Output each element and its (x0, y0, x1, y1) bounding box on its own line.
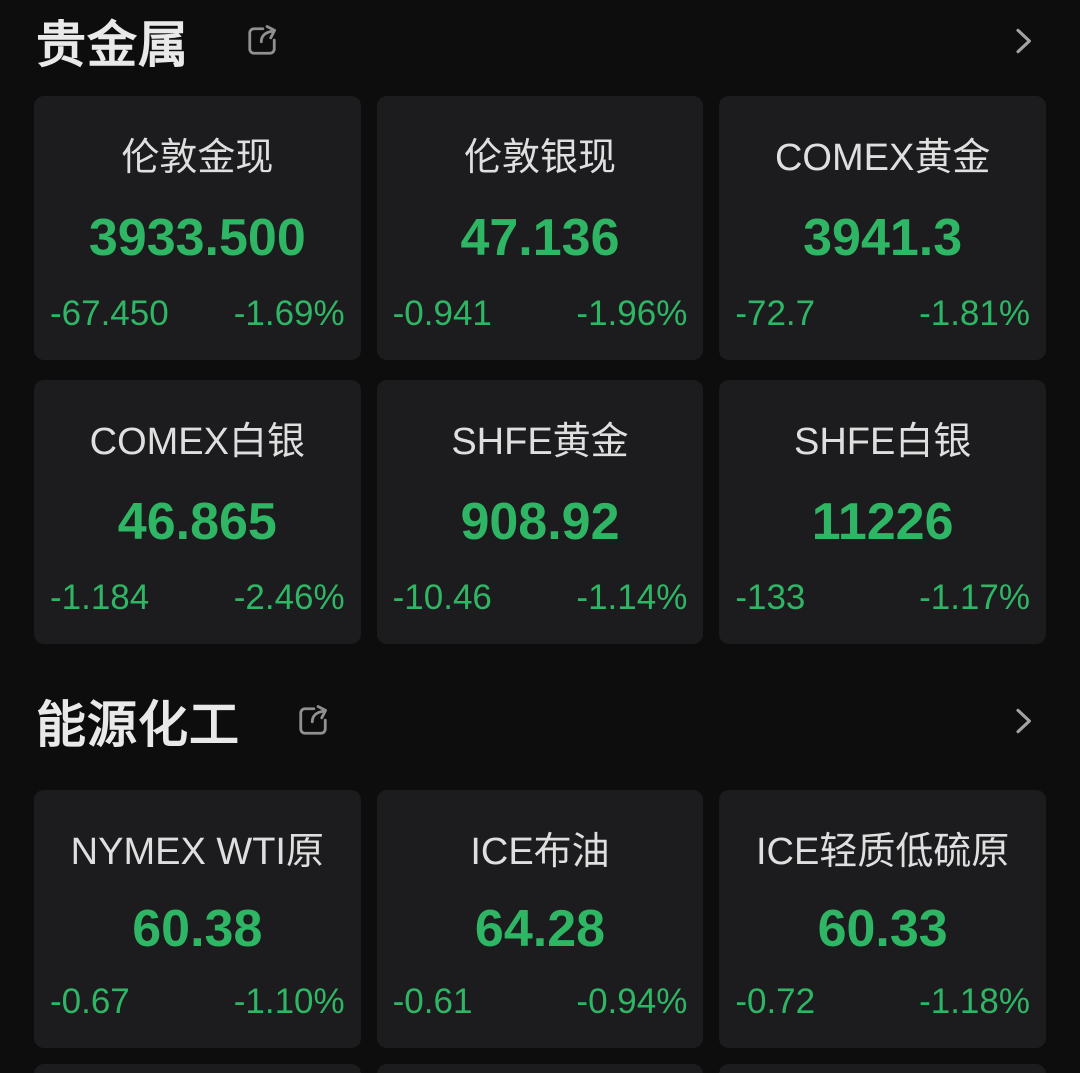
quote-card[interactable]: ICE轻质低硫原 60.33 -0.72 -1.18% (719, 790, 1046, 1048)
price-change-percent: -1.10% (233, 982, 345, 1021)
quote-card[interactable]: 伦敦金现 3933.500 -67.450 -1.69% (34, 96, 361, 360)
price-change: -133 (735, 578, 806, 617)
last-price: 11226 (811, 492, 954, 551)
last-price: 3941.3 (803, 208, 963, 267)
price-change-percent: -1.81% (919, 294, 1030, 333)
chevron-right-icon[interactable] (1006, 24, 1040, 58)
share-icon[interactable] (241, 20, 283, 62)
quote-card[interactable]: COMEX黄金 3941.3 -72.7 -1.81% (719, 96, 1046, 360)
price-change-percent: -1.96% (576, 294, 688, 333)
price-change-percent: -0.94% (576, 982, 688, 1021)
price-change: -0.72 (735, 982, 816, 1021)
quote-card[interactable]: SHFE黄金 908.92 -10.46 -1.14% (376, 380, 704, 644)
price-change-percent: -1.14% (576, 578, 688, 617)
partial-next-row (0, 1064, 1080, 1073)
last-price: 3933.500 (88, 208, 306, 267)
change-row: -0.72 -1.18% (733, 982, 1032, 1022)
price-change-percent: -2.46% (233, 578, 345, 617)
change-row: -0.61 -0.94% (391, 982, 690, 1022)
section-header-energy-chemicals: 能源化工 (0, 644, 1080, 790)
section-header-precious-metals: 贵金属 (0, 0, 1080, 96)
price-change: -0.941 (392, 294, 492, 333)
change-row: -72.7 -1.81% (733, 294, 1032, 334)
quote-card[interactable]: NYMEX WTI原 60.38 -0.67 -1.10% (34, 790, 361, 1048)
instrument-name: NYMEX WTI原 (70, 831, 324, 873)
instrument-name: 伦敦金现 (121, 137, 274, 179)
price-change: -1.184 (50, 578, 150, 617)
section-title: 贵金属 (36, 17, 189, 73)
price-change: -0.67 (50, 982, 130, 1021)
change-row: -10.46 -1.14% (391, 578, 690, 618)
instrument-name: 伦敦银现 (463, 137, 616, 179)
change-row: -1.184 -2.46% (48, 578, 347, 618)
quote-card[interactable]: SHFE白银 11226 -133 -1.17% (719, 380, 1046, 644)
instrument-name: ICE布油 (470, 831, 610, 873)
last-price: 46.865 (117, 492, 277, 551)
instrument-name: COMEX黄金 (774, 137, 991, 179)
quote-card[interactable]: 伦敦银现 47.136 -0.941 -1.96% (376, 96, 704, 360)
change-row: -0.941 -1.96% (391, 294, 690, 334)
instrument-name: ICE轻质低硫原 (755, 831, 1010, 873)
chevron-right-icon[interactable] (1006, 704, 1040, 738)
price-change: -67.450 (50, 294, 169, 333)
last-price: 60.38 (132, 899, 263, 958)
last-price: 64.28 (474, 899, 606, 958)
change-row: -67.450 -1.69% (48, 294, 347, 334)
last-price: 908.92 (460, 492, 620, 551)
last-price: 60.33 (817, 899, 948, 958)
price-change-percent: -1.18% (919, 982, 1030, 1021)
last-price: 47.136 (460, 208, 620, 267)
price-change: -10.46 (392, 578, 492, 617)
partial-card[interactable] (719, 1064, 1046, 1073)
partial-card[interactable] (34, 1064, 361, 1073)
price-change: -0.61 (392, 982, 473, 1021)
partial-card[interactable] (376, 1064, 704, 1073)
quote-card[interactable]: COMEX白银 46.865 -1.184 -2.46% (34, 380, 361, 644)
quote-card[interactable]: ICE布油 64.28 -0.61 -0.94% (376, 790, 704, 1048)
instrument-name: COMEX白银 (89, 421, 305, 463)
change-row: -0.67 -1.10% (48, 982, 347, 1022)
price-change: -72.7 (735, 294, 816, 333)
price-change-percent: -1.69% (233, 294, 345, 333)
share-icon[interactable] (292, 700, 334, 742)
precious-metals-grid: 伦敦金现 3933.500 -67.450 -1.69% 伦敦银现 47.136… (0, 96, 1080, 644)
instrument-name: SHFE黄金 (451, 421, 629, 463)
section-title: 能源化工 (36, 697, 240, 753)
change-row: -133 -1.17% (733, 578, 1032, 618)
energy-chemicals-grid: NYMEX WTI原 60.38 -0.67 -1.10% ICE布油 64.2… (0, 790, 1080, 1048)
instrument-name: SHFE白银 (793, 421, 972, 463)
price-change-percent: -1.17% (919, 578, 1030, 617)
